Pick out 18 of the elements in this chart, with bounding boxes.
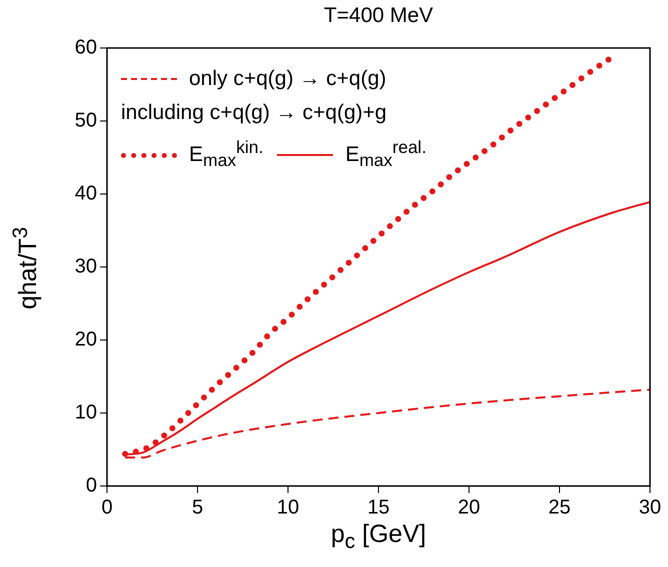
x-axis-title: p$_{c}$ [GeV] xyxy=(330,520,428,554)
chart-title: T=400 MeV xyxy=(322,4,434,28)
y-tick-label: 50 xyxy=(74,110,97,132)
x-tick-label: 20 xyxy=(458,496,480,519)
y-tick-label: 20 xyxy=(74,328,97,351)
y-tick-label: 10 xyxy=(74,402,97,424)
y-tick-label: 60 xyxy=(74,36,97,59)
y-tick-label: 30 xyxy=(74,256,97,278)
legend-label: only c+q(g) → c+q(g) xyxy=(189,67,386,90)
x-tick-label: 10 xyxy=(276,496,300,519)
legend-title: including c+q(g) → c+q(g)+g xyxy=(121,100,388,126)
y-tick-label: 40 xyxy=(74,182,97,205)
x-tick-label: 15 xyxy=(367,496,390,519)
x-tick-label: 0 xyxy=(101,496,113,519)
x-tick-label: 5 xyxy=(192,496,204,519)
x-tick-label: 25 xyxy=(548,496,571,519)
y-tick-label: 0 xyxy=(86,474,97,497)
x-tick-label: 30 xyxy=(638,496,662,519)
